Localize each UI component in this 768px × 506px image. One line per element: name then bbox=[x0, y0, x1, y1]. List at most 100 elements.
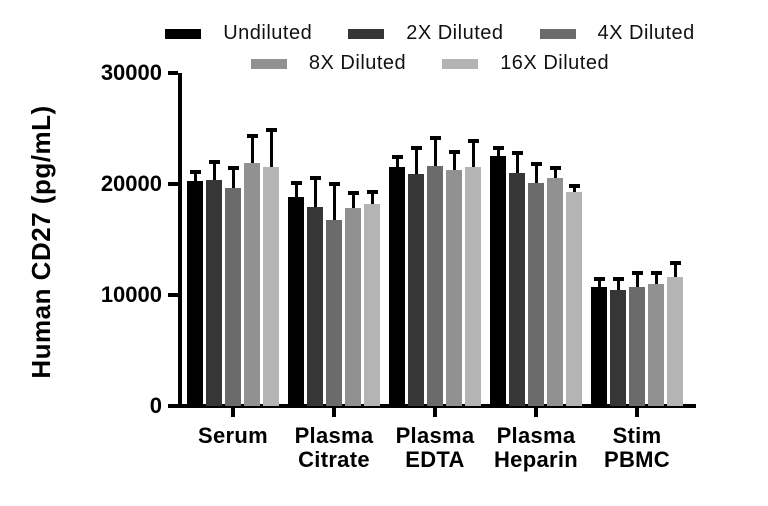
x-category-label: Plasma Heparin bbox=[493, 423, 578, 472]
y-axis-tick bbox=[168, 293, 178, 297]
error-bar bbox=[452, 150, 456, 172]
error-bar bbox=[370, 190, 374, 206]
error-bar bbox=[673, 261, 677, 280]
legend-row: Undiluted 2X Diluted 4X Diluted bbox=[150, 22, 710, 45]
error-bar-cap bbox=[612, 276, 624, 281]
error-bar-cap bbox=[366, 189, 378, 194]
legend-swatch-icon bbox=[539, 28, 576, 39]
legend-item: 4X Diluted bbox=[539, 22, 695, 45]
bar bbox=[629, 287, 645, 406]
legend-label: 16X Diluted bbox=[500, 52, 610, 74]
bar bbox=[509, 172, 525, 406]
error-bar-cap bbox=[492, 146, 504, 151]
error-bar-cap bbox=[410, 146, 422, 151]
error-bar bbox=[231, 167, 235, 191]
bar bbox=[547, 178, 563, 406]
error-bar-cap bbox=[530, 161, 542, 166]
error-bar-cap bbox=[448, 149, 460, 154]
bar bbox=[446, 169, 462, 406]
y-axis-tick bbox=[168, 404, 178, 408]
y-tick-label: 20000 bbox=[100, 171, 162, 196]
legend-swatch-icon bbox=[442, 58, 479, 69]
error-bar bbox=[313, 177, 317, 210]
error-bar bbox=[471, 140, 475, 170]
x-axis-tick bbox=[332, 408, 336, 417]
x-axis-tick bbox=[433, 408, 437, 417]
error-bar-cap bbox=[669, 260, 681, 265]
bar bbox=[364, 203, 380, 406]
legend-item: 8X Diluted bbox=[250, 52, 407, 75]
error-bar bbox=[332, 182, 336, 222]
error-bar-cap bbox=[511, 150, 523, 155]
x-axis-tick bbox=[534, 408, 538, 417]
error-bar-cap bbox=[650, 271, 662, 276]
legend-item: 16X Diluted bbox=[442, 52, 609, 75]
legend-row: 8X Diluted 16X Diluted bbox=[150, 52, 710, 75]
y-axis-tick bbox=[168, 182, 178, 186]
bar bbox=[389, 167, 405, 406]
error-bar-cap bbox=[189, 170, 201, 175]
error-bar bbox=[496, 147, 500, 159]
bar bbox=[307, 207, 323, 406]
error-bar-cap bbox=[309, 176, 321, 181]
y-axis-line bbox=[178, 73, 182, 408]
y-axis-tick bbox=[168, 71, 178, 75]
error-bar-cap bbox=[328, 181, 340, 186]
bar bbox=[465, 167, 481, 406]
error-bar bbox=[553, 166, 557, 181]
error-bar bbox=[433, 137, 437, 169]
bar bbox=[244, 162, 260, 406]
error-bar bbox=[269, 128, 273, 170]
error-bar-cap bbox=[568, 183, 580, 188]
legend-item: 2X Diluted bbox=[348, 22, 503, 45]
error-bar-cap bbox=[391, 154, 403, 159]
legend-swatch-icon bbox=[165, 28, 202, 39]
error-bar bbox=[654, 272, 658, 286]
bar bbox=[528, 182, 544, 406]
legend-label: 8X Diluted bbox=[308, 52, 407, 74]
error-bar bbox=[572, 184, 576, 194]
bar bbox=[326, 219, 342, 406]
error-bar-cap bbox=[265, 127, 277, 132]
bar bbox=[288, 197, 304, 406]
chart-legend: Undiluted 2X Diluted 4X Diluted 8X Diluted 1… bbox=[150, 22, 710, 75]
bar bbox=[591, 287, 607, 406]
error-bar bbox=[212, 161, 216, 182]
legend-swatch-icon bbox=[250, 58, 287, 69]
bar bbox=[648, 283, 664, 406]
error-bar bbox=[597, 277, 601, 290]
bar bbox=[345, 208, 361, 406]
error-bar bbox=[351, 192, 355, 211]
bar bbox=[206, 179, 222, 406]
y-tick-label: 0 bbox=[149, 393, 162, 418]
x-axis-tick bbox=[231, 408, 235, 417]
error-bar-cap bbox=[429, 136, 441, 141]
error-bar-cap bbox=[347, 191, 359, 196]
bar bbox=[566, 191, 582, 406]
error-bar-cap bbox=[631, 271, 643, 276]
error-bar-cap bbox=[467, 139, 479, 144]
error-bar-cap bbox=[208, 160, 220, 165]
bar bbox=[610, 290, 626, 406]
error-bar bbox=[395, 155, 399, 170]
error-bar bbox=[635, 272, 639, 290]
bar bbox=[490, 156, 506, 406]
legend-label: Undiluted bbox=[223, 22, 313, 44]
error-bar bbox=[414, 147, 418, 176]
error-bar bbox=[616, 277, 620, 292]
x-category-label: Plasma EDTA bbox=[395, 423, 475, 472]
error-bar bbox=[534, 162, 538, 185]
bar bbox=[263, 167, 279, 406]
x-axis-tick bbox=[635, 408, 639, 417]
legend-item: Undiluted bbox=[165, 22, 312, 45]
error-bar-cap bbox=[227, 166, 239, 171]
legend-label: 2X Diluted bbox=[406, 22, 504, 44]
error-bar-cap bbox=[290, 181, 302, 186]
x-category-label: Plasma Citrate bbox=[294, 423, 374, 472]
bar bbox=[667, 277, 683, 406]
bar bbox=[427, 166, 443, 406]
bar bbox=[408, 174, 424, 406]
error-bar-cap bbox=[593, 276, 605, 281]
